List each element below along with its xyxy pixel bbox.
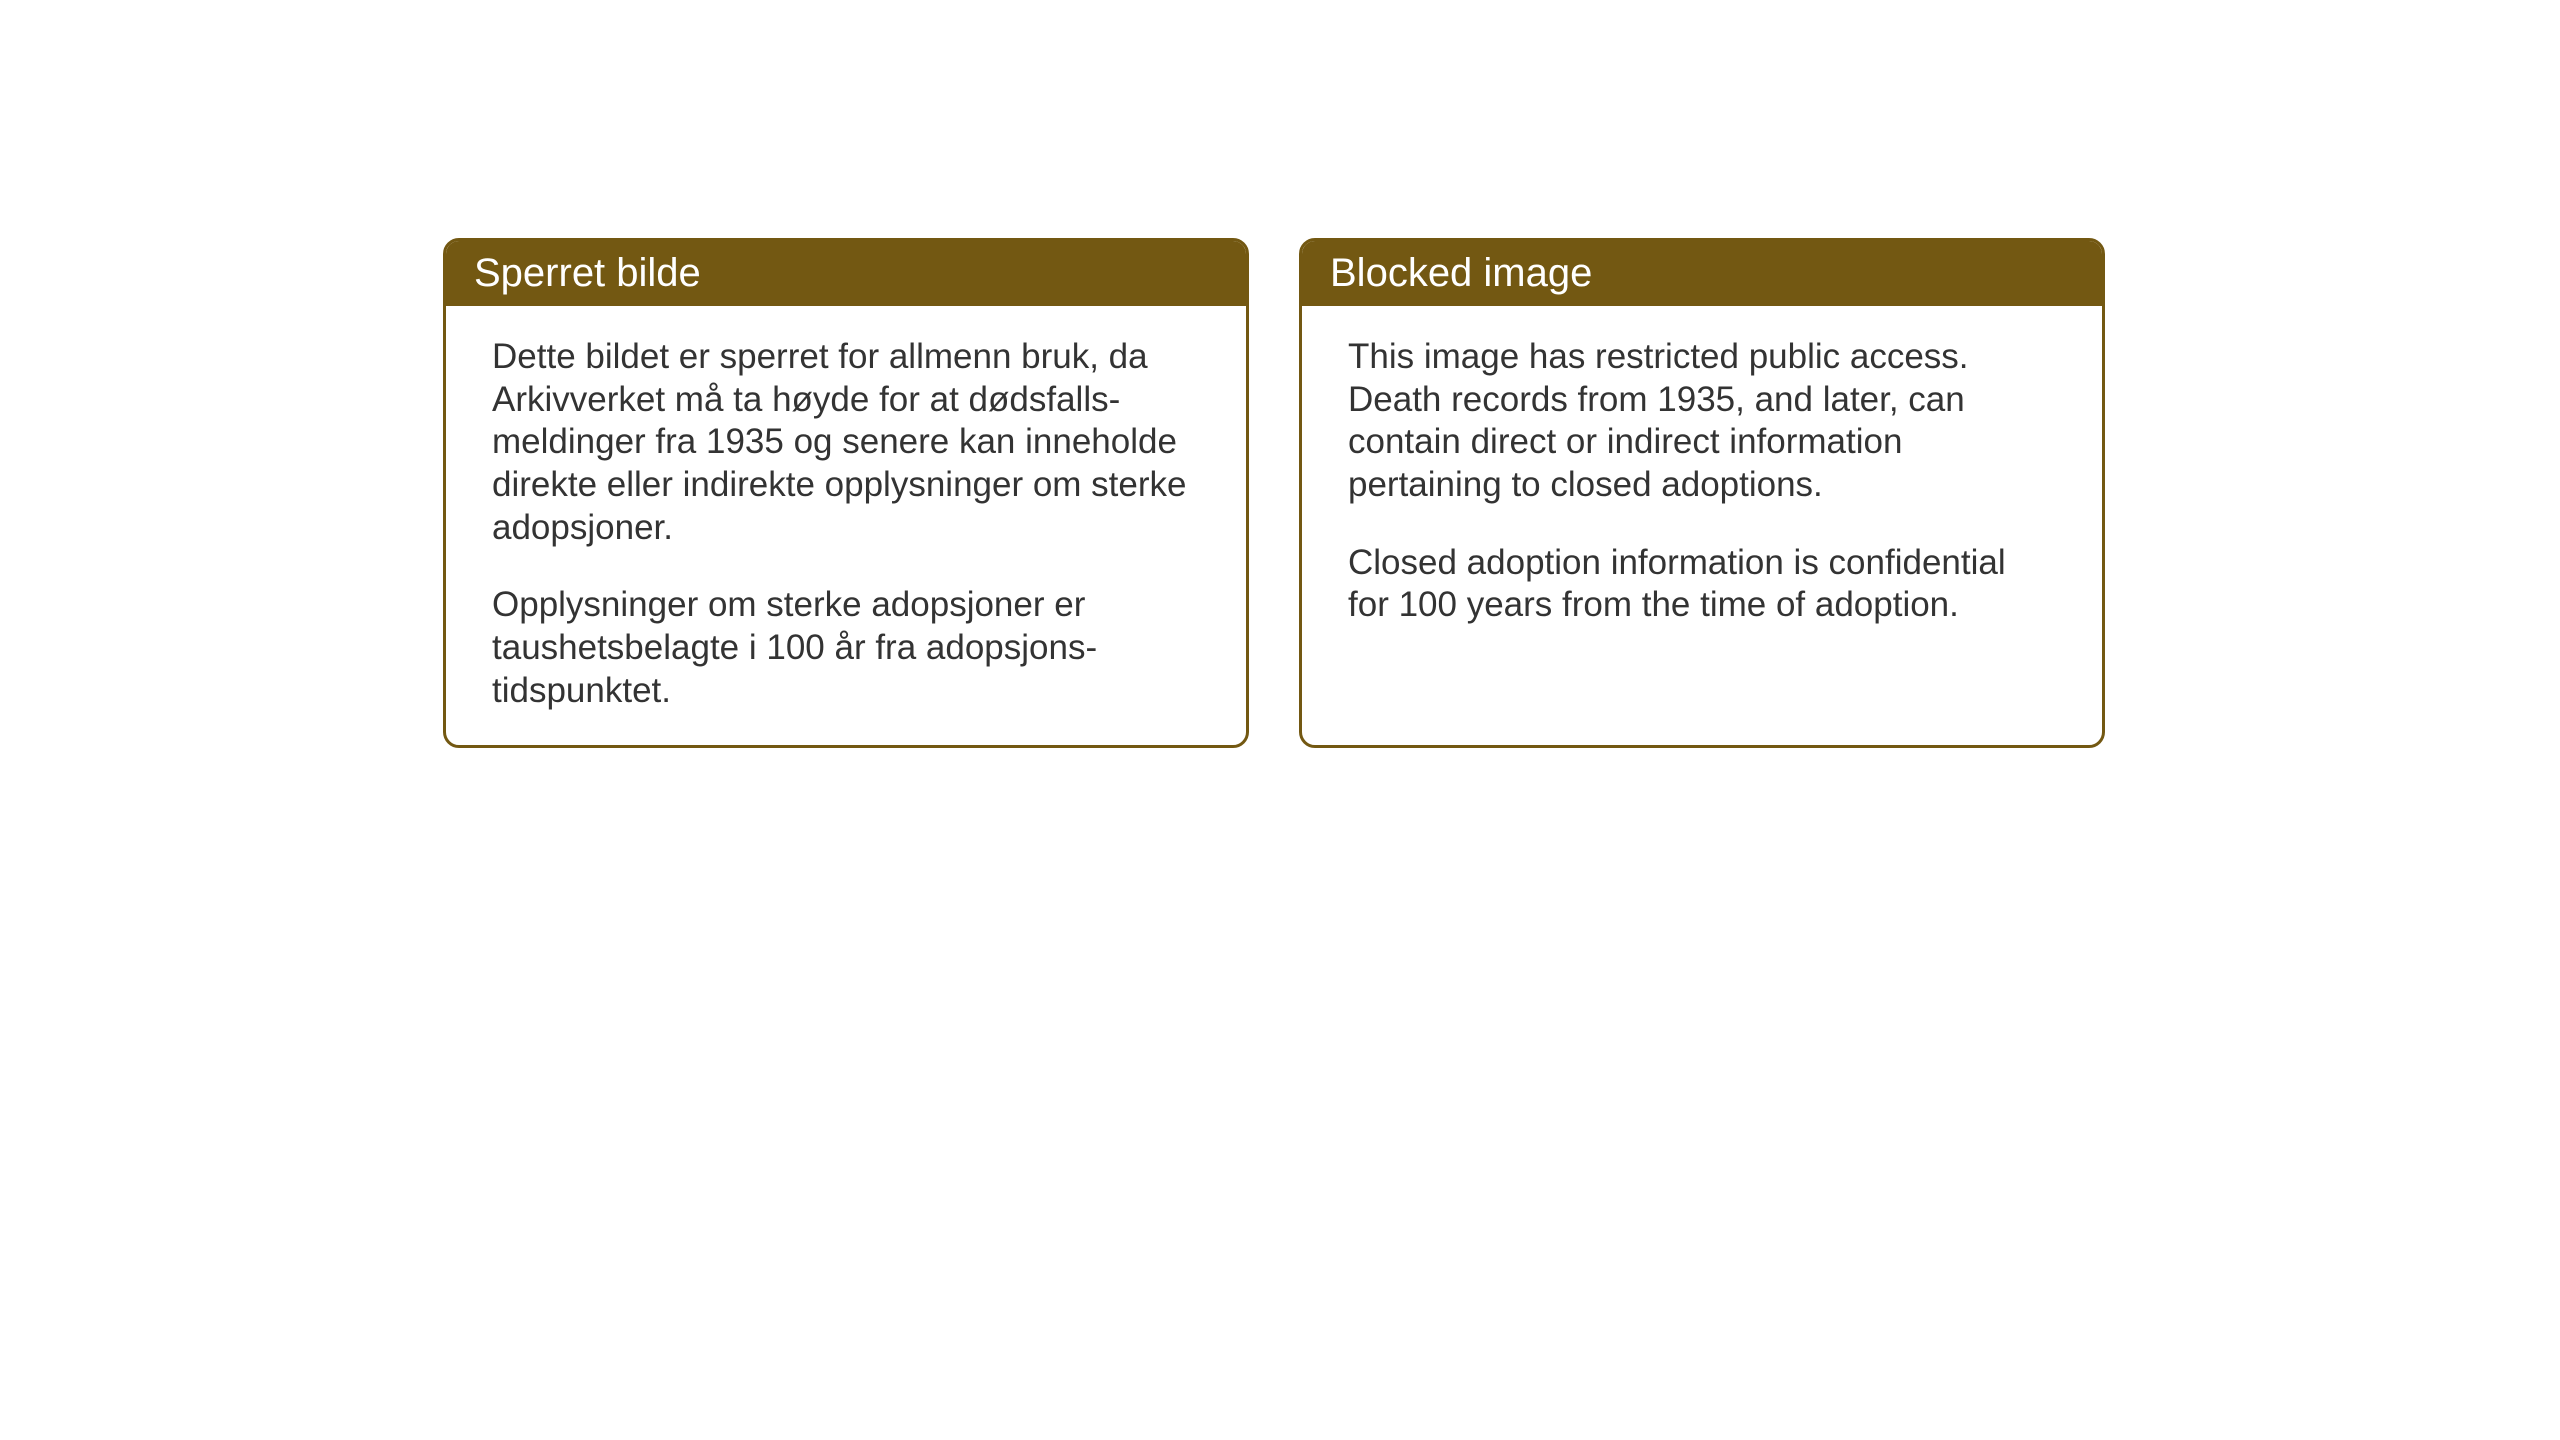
english-card-header: Blocked image — [1302, 241, 2102, 306]
english-card-body: This image has restricted public access.… — [1302, 306, 2102, 667]
cards-container: Sperret bilde Dette bildet er sperret fo… — [443, 238, 2105, 748]
english-card: Blocked image This image has restricted … — [1299, 238, 2105, 748]
norwegian-paragraph-2: Opplysninger om sterke adopsjoner er tau… — [492, 584, 1200, 712]
english-paragraph-1: This image has restricted public access.… — [1348, 336, 2056, 507]
norwegian-paragraph-1: Dette bildet er sperret for allmenn bruk… — [492, 336, 1200, 549]
norwegian-card: Sperret bilde Dette bildet er sperret fo… — [443, 238, 1249, 748]
norwegian-card-header: Sperret bilde — [446, 241, 1246, 306]
norwegian-card-body: Dette bildet er sperret for allmenn bruk… — [446, 306, 1246, 748]
english-paragraph-2: Closed adoption information is confident… — [1348, 542, 2056, 627]
